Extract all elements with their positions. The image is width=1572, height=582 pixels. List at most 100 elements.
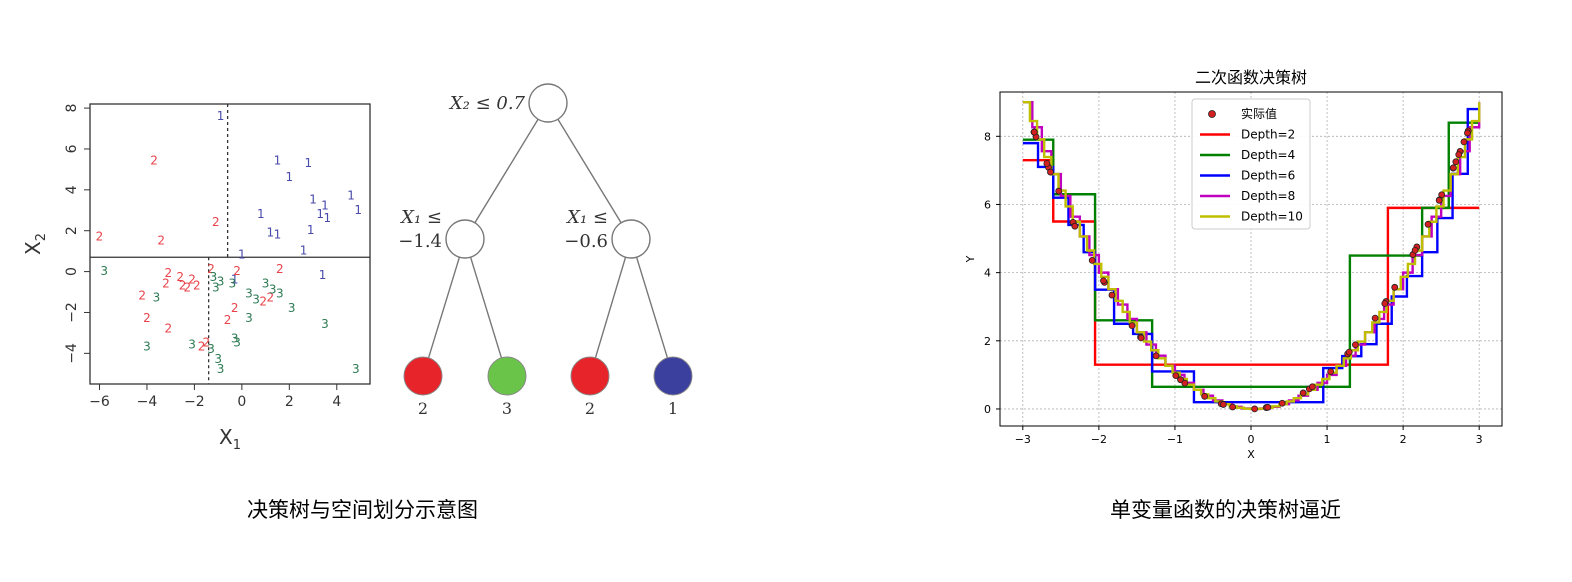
legend-label: Depth=6 xyxy=(1241,169,1295,183)
y-tick-label: 6 xyxy=(64,144,80,153)
scatter-point: 3 xyxy=(153,291,161,305)
actual-value-point xyxy=(1345,348,1353,356)
scatter-point: 3 xyxy=(212,280,220,294)
series-line-depth-10 xyxy=(1022,101,1481,411)
scatter-point: 2 xyxy=(202,336,210,350)
actual-value-point xyxy=(1088,257,1096,264)
scatter-point: 1 xyxy=(274,227,282,241)
y-tick-label: 4 xyxy=(64,185,80,194)
scatter-point: 2 xyxy=(207,262,215,276)
decision-tree-diagram: X₂ ≤ 0.7 X₁ ≤ −1.4 X₁ ≤ −0.6 2 3 2 1 xyxy=(398,83,693,418)
tree-edge xyxy=(557,118,622,224)
legend-label: 实际值 xyxy=(1241,106,1277,121)
scatter-point: 3 xyxy=(276,287,284,301)
scatter-point: 1 xyxy=(347,188,355,202)
scatter-split-lines xyxy=(90,104,370,384)
leaf-class-label: 2 xyxy=(585,399,595,418)
legend-marker xyxy=(1208,110,1216,118)
caption-left: 决策树与空间划分示意图 xyxy=(247,498,478,522)
scatter-point: 3 xyxy=(210,270,218,284)
leaf-class-label: 1 xyxy=(668,399,678,418)
scatter-point: 1 xyxy=(274,154,282,168)
scatter-point: 3 xyxy=(245,287,253,301)
y-tick-label: −4 xyxy=(64,343,80,364)
actual-value-point xyxy=(1229,403,1237,411)
tree-edge xyxy=(469,256,503,359)
scatter-point: 3 xyxy=(245,311,253,325)
line-chart-title: 二次函数决策树 xyxy=(1195,68,1307,87)
scatter-point: 3 xyxy=(207,342,215,356)
scatter-point: 2 xyxy=(96,229,104,243)
tree-leaf-node xyxy=(653,356,693,396)
scatter-point: 1 xyxy=(286,170,294,184)
actual-value-point xyxy=(1137,334,1145,342)
y-tick-label: −2 xyxy=(64,302,80,323)
legend-label: Depth=4 xyxy=(1241,148,1295,162)
scatter-point: 3 xyxy=(352,362,360,376)
scatter-point: 3 xyxy=(321,317,329,331)
line-chart-legend: 实际值 Depth=2 Depth=4 Depth=6 Depth=8 Depth=10 xyxy=(1191,98,1311,230)
scatter-point: 3 xyxy=(217,362,225,376)
x-tick-label: −2 xyxy=(184,394,205,410)
x-tick-label: −2 xyxy=(1091,433,1107,446)
actual-value-point xyxy=(1219,401,1227,408)
actual-value-point xyxy=(1251,405,1259,413)
x-tick-label: −3 xyxy=(1015,433,1031,446)
y-tick-label: 4 xyxy=(984,267,991,280)
tree-leaf-node xyxy=(570,356,610,396)
x-axis-label: X1 xyxy=(219,425,241,453)
scatter-point: 2 xyxy=(193,278,201,292)
y-axis-label: Y xyxy=(964,255,977,263)
scatter-point: 1 xyxy=(309,193,317,207)
x-tick-label: −6 xyxy=(89,394,110,410)
scatter-point: 1 xyxy=(231,272,239,286)
y-tick-label: 2 xyxy=(64,226,80,235)
x-tick-label: 0 xyxy=(1248,433,1255,446)
x-tick-label: 1 xyxy=(1324,433,1331,446)
scatter-plot-frame xyxy=(89,103,371,385)
actual-value-point xyxy=(1043,160,1051,167)
actual-value-point xyxy=(1309,383,1316,391)
scatter-point: 2 xyxy=(157,233,165,247)
scatter-point: 2 xyxy=(179,278,187,292)
x-tick-label: −1 xyxy=(1167,433,1183,446)
tree-edge xyxy=(427,256,461,359)
tree-edges xyxy=(427,118,669,359)
scatter-point: 2 xyxy=(150,154,158,168)
legend-label: Depth=8 xyxy=(1241,189,1295,203)
scatter-point: 3 xyxy=(100,264,108,278)
actual-value-point xyxy=(1455,151,1463,159)
scatter-point: 2 xyxy=(198,340,206,354)
x-tick-label: 2 xyxy=(285,394,294,410)
legend-label: Depth=10 xyxy=(1241,210,1303,224)
actual-value-point xyxy=(1128,322,1136,330)
actual-value-point xyxy=(1181,379,1189,387)
actual-value-point xyxy=(1411,246,1419,254)
actual-value-point xyxy=(1100,277,1107,285)
scatter-point: 2 xyxy=(259,295,267,309)
scatter-point: 3 xyxy=(229,276,237,290)
scatter-point: 1 xyxy=(267,225,275,239)
x-tick-label: 2 xyxy=(1400,433,1407,446)
scatter-point: 2 xyxy=(212,215,220,229)
scatter-point: 3 xyxy=(217,274,225,288)
scatter-point: 1 xyxy=(307,223,315,237)
x-tick-label: 0 xyxy=(237,394,246,410)
scatter-point: 2 xyxy=(224,313,232,327)
actual-value-point xyxy=(1381,300,1389,307)
actual-value-point xyxy=(1460,138,1468,146)
tree-edge xyxy=(474,118,539,224)
scatter-point: 1 xyxy=(300,244,308,258)
tree-edge xyxy=(594,257,627,358)
scatter-point: 3 xyxy=(214,352,222,366)
y-tick-label: 0 xyxy=(984,403,991,416)
y-tick-label: 0 xyxy=(64,267,80,276)
actual-value-point xyxy=(1278,399,1286,407)
tree-nodes: X₂ ≤ 0.7 X₁ ≤ −1.4 X₁ ≤ −0.6 2 3 2 1 xyxy=(398,83,693,418)
actual-value-point xyxy=(1152,352,1160,360)
scatter-point: 2 xyxy=(188,272,196,286)
scatter-point: 2 xyxy=(267,291,275,305)
actual-value-point xyxy=(1055,187,1063,195)
